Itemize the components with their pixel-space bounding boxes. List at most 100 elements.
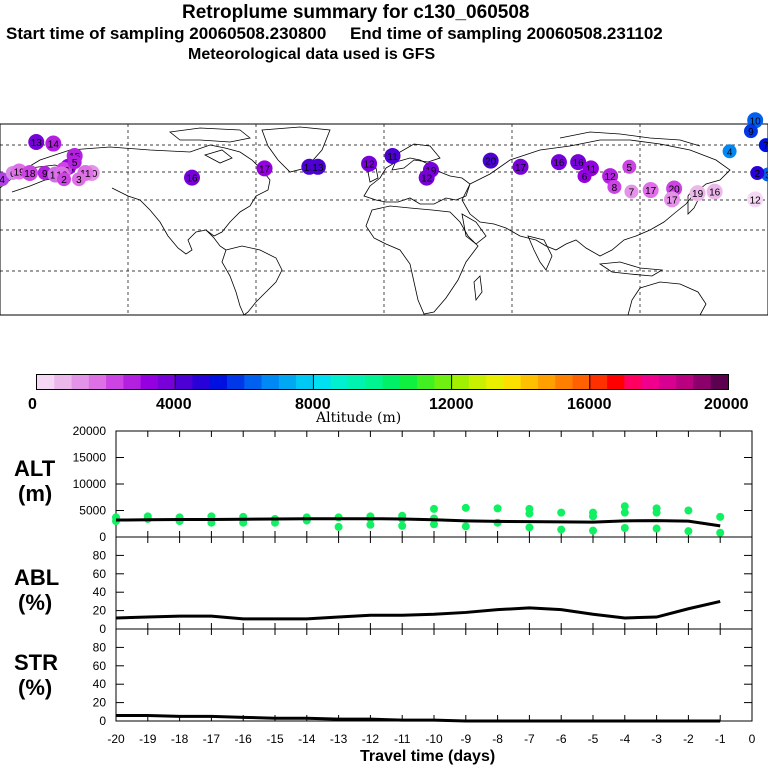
x-tick-label: -19 [139,732,157,746]
trajectory-markers: 4619181516917121011131415523161718131211… [0,112,768,208]
map-marker [622,159,637,174]
map-marker [706,183,723,200]
colorbar-cell [123,375,142,389]
alt-scatter-point [652,508,661,517]
colorbar-cell [503,375,522,389]
alt-scatter-point [366,520,375,529]
map-marker [743,124,758,139]
map-marker [758,138,768,153]
map-marker-label: 7 [763,141,768,152]
colorbar-cell [382,375,401,389]
map-marker [607,179,622,194]
map-marker-label: 2 [61,175,67,186]
x-tick-label: -13 [330,732,348,746]
coast-arabia [461,213,487,245]
colorbar-cell [624,375,643,389]
alt-scatter-point [430,520,438,529]
map-marker-label: 6 [582,172,588,183]
y-tick-label: 40 [93,677,107,691]
map-marker-label: 2 [755,169,761,180]
map-marker [482,152,499,169]
map-marker [309,158,326,175]
map-marker-label: 5 [627,163,633,174]
colorbar-tick-16000: 16000 [567,396,612,413]
map-marker-label: 18 [24,169,36,180]
colorbar-cell [209,375,228,389]
map-marker [67,155,82,170]
map-marker-label: 10 [750,116,762,127]
y-tick-label: 15000 [73,451,107,465]
colorbar-cell [417,375,435,389]
abl-panel-label: ABL [14,565,60,590]
map-marker [689,185,706,202]
coast-madagascar [473,275,483,302]
x-tick-label: -18 [171,732,189,746]
colorbar-cell [88,375,107,389]
x-tick-label: -9 [460,732,471,746]
coast-india [527,235,553,271]
map-marker-label: 12 [364,160,376,171]
colorbar-cell [192,375,211,389]
colorbar-cells [37,375,729,389]
map-marker [28,134,45,150]
x-tick-label: -16 [235,732,253,746]
map-marker [570,154,587,171]
x-tick-label: -7 [524,732,535,746]
colorbar-cell [330,375,349,389]
x-tick-label: -14 [298,732,316,746]
map-marker-label: 20 [485,157,497,168]
alt-scatter-point [620,502,629,511]
y-tick-label: 20 [93,696,107,710]
map-marker [71,172,86,187]
colorbar-cell [244,375,263,389]
alt-scatter-point [684,506,693,515]
map-marker-label: 16 [573,158,585,169]
colorbar-cell [641,375,660,389]
colorbar-cell [399,375,418,389]
colorbar-cell [520,375,539,389]
colorbar-cell [451,375,470,389]
map-marker-label: 20 [669,185,681,196]
map-marker [21,165,38,181]
map-marker [664,191,680,208]
map-marker-label: 12 [605,172,617,183]
map-marker [747,191,764,208]
map-marker-label: 7 [629,188,635,199]
colorbar-cell [313,375,332,389]
colorbar-cell [157,375,176,389]
str-panel-label: STR [14,650,58,675]
x-tick-label: 0 [749,732,756,746]
colorbar-cell [71,375,90,389]
alt-scatter-point [557,525,566,534]
map-marker-label: 19 [692,189,704,200]
y-tick-label: 40 [93,585,107,599]
map-marker [184,169,200,186]
map-marker-label: 18 [304,163,316,174]
str-panel-frame [115,628,753,722]
map-marker-label: 11 [586,164,597,175]
y-tick-label: 0 [99,714,106,728]
x-tick-label: -1 [715,732,726,746]
map-marker-label: 12 [421,174,433,185]
map-marker-label: 4 [0,175,5,186]
x-axis-title: Travel time (days) [360,748,496,765]
map-marker [750,166,765,180]
colorbar-cell [106,375,124,389]
map-marker-label: 4 [727,147,733,158]
map-marker-label: 16 [709,188,721,199]
y-tick-label: 0 [99,530,106,544]
colorbar-cell [37,375,55,389]
map-marker [361,155,378,172]
alt-scatter-point [461,503,470,512]
map-marker [722,144,737,159]
coast-siberia-north [559,131,701,147]
colorbar-cell [365,375,383,389]
map-marker [384,147,401,164]
x-tick-label: -3 [651,732,662,746]
map-marker-label: 3 [765,171,768,182]
alt-scatter-point [398,521,407,530]
x-tick-label: -15 [266,732,284,746]
